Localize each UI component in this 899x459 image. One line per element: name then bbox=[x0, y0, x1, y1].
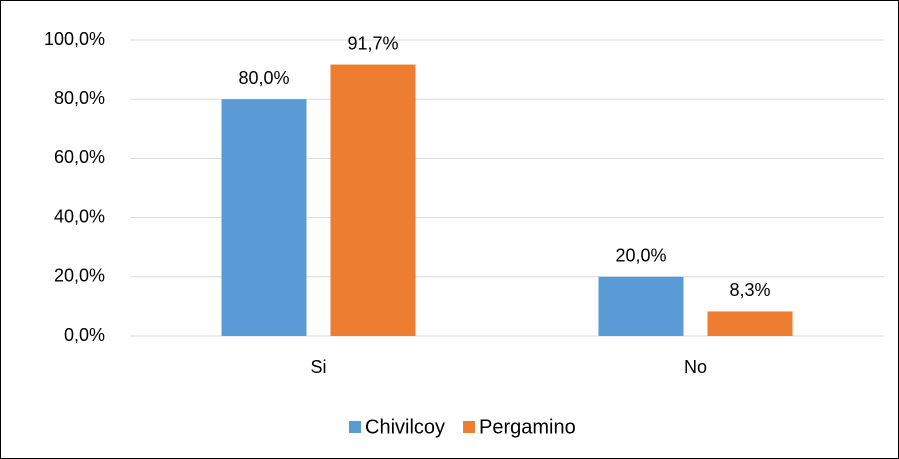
data-label: 91,7% bbox=[347, 33, 398, 53]
x-tick-label: No bbox=[684, 357, 707, 377]
data-label: 20,0% bbox=[615, 246, 666, 266]
y-tick-label: 20,0% bbox=[54, 266, 105, 286]
y-tick-label: 80,0% bbox=[54, 88, 105, 108]
data-label: 80,0% bbox=[238, 68, 289, 88]
y-tick-label: 0,0% bbox=[64, 325, 105, 345]
bar bbox=[221, 99, 307, 336]
legend-label: Pergamino bbox=[479, 416, 576, 438]
bar bbox=[598, 276, 684, 336]
legend-swatch bbox=[463, 421, 476, 433]
bar bbox=[707, 311, 793, 336]
y-tick-label: 40,0% bbox=[54, 206, 105, 226]
bar bbox=[330, 64, 416, 337]
x-tick-label: Si bbox=[310, 357, 326, 377]
legend-swatch bbox=[349, 421, 361, 433]
y-tick-label: 100,0% bbox=[44, 29, 105, 49]
data-label: 8,3% bbox=[729, 280, 770, 300]
legend-label: Chivilcoy bbox=[365, 416, 445, 438]
y-tick-label: 60,0% bbox=[54, 147, 105, 167]
